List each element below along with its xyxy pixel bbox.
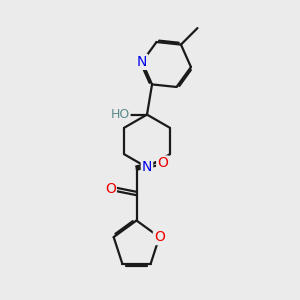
Text: N: N xyxy=(137,55,147,69)
Text: N: N xyxy=(142,160,152,174)
Text: O: O xyxy=(154,230,165,244)
Text: O: O xyxy=(157,157,168,170)
Text: O: O xyxy=(105,182,116,196)
Text: HO: HO xyxy=(110,108,130,121)
